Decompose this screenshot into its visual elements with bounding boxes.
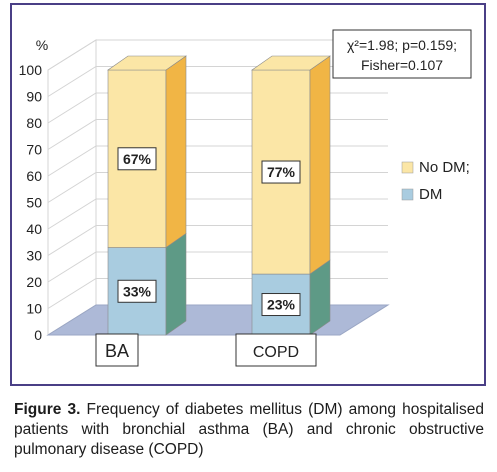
data-label: 23% [267, 297, 296, 313]
y-axis: % 0 10 20 30 40 50 60 70 80 90 100 [19, 37, 49, 343]
x-category-box [235, 333, 317, 367]
y-tick-label: 80 [26, 115, 42, 131]
data-label: 77% [267, 164, 296, 180]
y-tick-label: 30 [26, 248, 42, 264]
annotation-line: χ²=1.98; p=0.159; [347, 37, 457, 53]
bar-BA-No DM;-side [165, 55, 187, 249]
figure-caption: Figure 3. Frequency of diabetes mellitus… [14, 400, 484, 460]
y-unit-label: % [36, 37, 48, 53]
legend: No DM; DM [401, 159, 470, 203]
y-tick-label: 100 [19, 62, 43, 78]
y-tick-label: 60 [26, 168, 42, 184]
y-tick-label: 40 [26, 221, 42, 237]
bar-COPD-No DM;-side [309, 55, 331, 275]
y-tick-label: 90 [26, 89, 42, 105]
data-label: 33% [123, 283, 152, 299]
floor-plane [46, 304, 390, 336]
caption-label: Figure 3. [14, 401, 81, 418]
legend-swatch [401, 188, 414, 201]
y-tick-label: 70 [26, 142, 42, 158]
bar-COPD-top [251, 55, 331, 71]
y-tick-label: 0 [34, 327, 42, 343]
data-label: 67% [123, 151, 152, 167]
y-tick-label: 10 [26, 301, 42, 317]
legend-swatch [401, 161, 414, 174]
y-tick-label: 50 [26, 195, 42, 211]
caption-text: Frequency of diabetes mellitus (DM) amon… [14, 401, 484, 458]
data-label-box [261, 160, 301, 184]
x-tick-label: COPD [253, 344, 299, 361]
chart-floor [46, 304, 390, 336]
x-tick-label: BA [105, 341, 129, 361]
data-label-box [117, 147, 157, 171]
legend-label: No DM; [419, 159, 470, 176]
chart-figure: % 0 10 20 30 40 50 60 70 80 90 100 33% 67% 23% 77% BA C… [10, 3, 486, 386]
gridline-100 [47, 39, 388, 71]
stats-annotation: χ²=1.98; p=0.159; Fisher=0.107 [332, 29, 472, 79]
legend-label: DM [419, 186, 442, 203]
bar-BA-DM-side [165, 232, 187, 336]
bar-BA-top [107, 55, 187, 71]
x-category-box [95, 333, 139, 367]
data-label-box [117, 279, 157, 303]
bars: 33% 67% 23% 77% [107, 55, 331, 336]
data-label-box [261, 293, 301, 317]
annotation-box [332, 29, 472, 79]
x-axis: BA COPD [95, 333, 317, 367]
annotation-line: Fisher=0.107 [361, 57, 443, 73]
y-tick-label: 20 [26, 274, 42, 290]
